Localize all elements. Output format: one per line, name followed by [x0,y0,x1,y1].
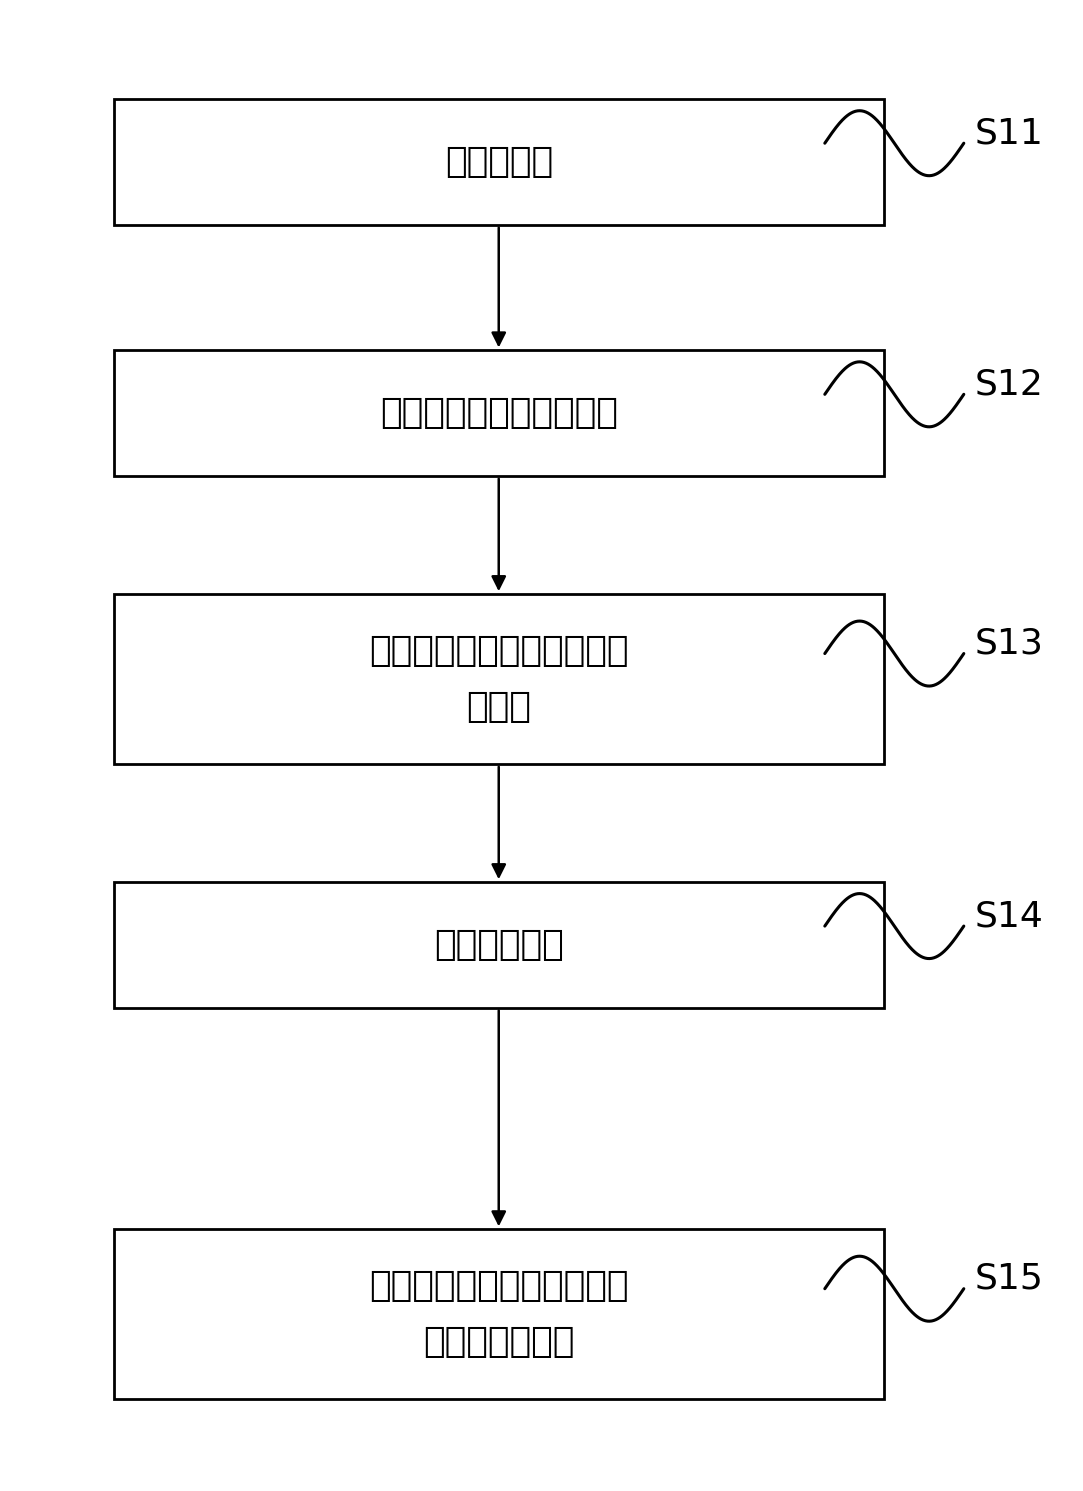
Bar [114,350,884,476]
Text: S13: S13 [975,626,1043,661]
Bar [114,1229,884,1399]
Text: 执行镀膜作业: 执行镀膜作业 [434,927,563,962]
Text: S15: S15 [975,1261,1043,1296]
Text: S11: S11 [975,116,1043,151]
Bar [114,883,884,1008]
Text: 板传输出镀膜腔: 板传输出镀膜腔 [423,1325,574,1360]
Text: S12: S12 [975,368,1043,401]
Text: 边位置: 边位置 [467,690,531,725]
Bar [114,100,884,225]
Bar [114,593,884,763]
Text: 采用夹具夹持所述基板的端: 采用夹具夹持所述基板的端 [369,634,628,668]
Text: 提供一基板: 提供一基板 [445,145,552,179]
Text: 将所述基板传输至镀膜腔: 将所述基板传输至镀膜腔 [380,397,617,429]
Text: S14: S14 [975,899,1043,933]
Text: 解除所述夹具的夹持，将基: 解除所述夹具的夹持，将基 [369,1269,628,1303]
